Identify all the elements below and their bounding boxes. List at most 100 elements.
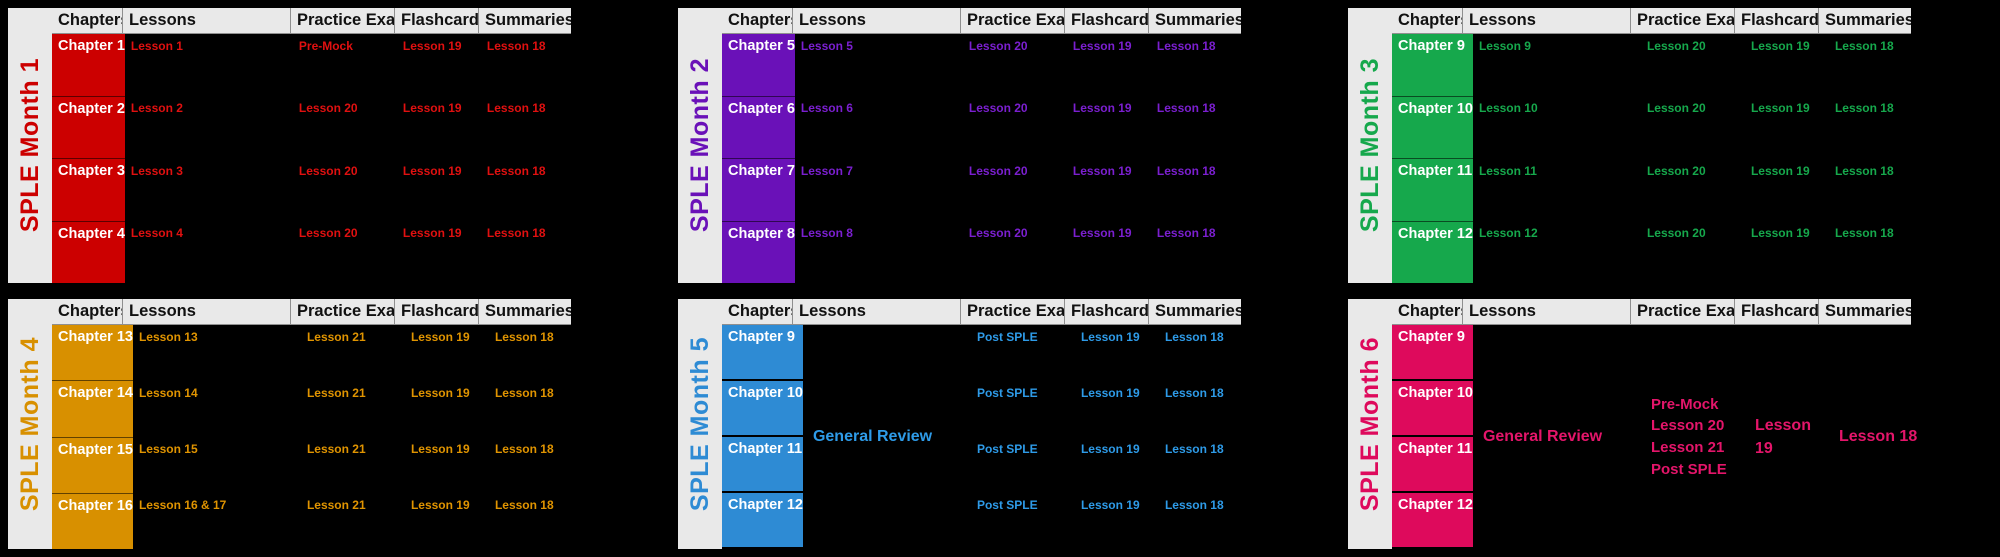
lesson-cell: Lesson 9 — [1478, 39, 1531, 53]
month-title-4: SPLE Month 4 — [15, 336, 44, 512]
lesson-cell: Lesson 16 & 17 — [138, 498, 227, 512]
chapter-cell: Chapter 11 — [1392, 159, 1473, 222]
chapter-cell: Chapter 2 — [52, 96, 125, 159]
summary-cell: Lesson 18 — [1164, 330, 1224, 344]
summary-cell: Lesson 18 — [1156, 163, 1216, 178]
month-label-strip-6: SPLE Month 6 — [1348, 299, 1392, 549]
column-header-lessons: Lessons — [1463, 299, 1631, 325]
flashcards-merged-cell: Lesson 19 — [1754, 416, 1811, 457]
practice-exam-cell: Post SPLE — [976, 386, 1038, 400]
practice-exam-cell: Lesson 20 — [968, 225, 1028, 240]
column-header-lessons: Lessons — [123, 8, 291, 34]
practice-exams-column: Lesson 21 Lesson 21 Lesson 21 Lesson 21 — [301, 325, 405, 549]
flashcard-cell: Lesson 19 — [1080, 330, 1140, 344]
practice-exam-cell: Lesson 20 — [968, 163, 1028, 178]
flashcard-cell: Lesson 19 — [1072, 225, 1132, 240]
summaries-column: Lesson 18 Lesson 18 Lesson 18 Lesson 18 — [1159, 325, 1251, 549]
chapters-column: Chapter 9 Chapter 10 Chapter 11 Chapter … — [1392, 325, 1473, 549]
flashcard-cell: Lesson 19 — [402, 225, 462, 240]
flashcard-cell: Lesson 19 — [1750, 225, 1810, 240]
lessons-column: Lesson 5 Lesson 6 Lesson 7 Lesson 8 — [795, 34, 963, 283]
flashcard-cell: Lesson 19 — [410, 498, 470, 512]
flashcards-column: Lesson 19 Lesson 19 Lesson 19 Lesson 19 — [1745, 34, 1829, 283]
chapter-cell: Chapter 6 — [722, 96, 795, 159]
summary-cell: Lesson 18 — [1156, 101, 1216, 116]
panel-month-5: SPLE Month 5 Chapters Lessons Practice E… — [670, 291, 1340, 557]
chapter-cell: Chapter 14 — [52, 381, 133, 438]
column-header-practice-exams: Practice Exams — [291, 299, 395, 325]
practice-exam-merged-item: Lesson 21 — [1650, 439, 1725, 456]
lesson-cell: Lesson 7 — [800, 163, 853, 178]
summaries-column: Lesson 18 Lesson 18 Lesson 18 Lesson 18 — [1829, 34, 1921, 283]
table-header-row: Chapters Lessons Practice Exams Flashcar… — [722, 299, 1330, 325]
chapter-cell: Chapter 4 — [52, 221, 125, 283]
table-body: Chapter 5 Chapter 6 Chapter 7 Chapter 8 … — [722, 34, 1330, 283]
flashcard-cell: Lesson 19 — [1072, 101, 1132, 116]
flashcards-column: Lesson 19 Lesson 19 Lesson 19 Lesson 19 — [405, 325, 489, 549]
practice-exam-cell: Lesson 21 — [306, 442, 366, 456]
summaries-column: Lesson 18 — [1829, 325, 1921, 549]
chapter-cell: Chapter 10 — [1392, 96, 1473, 159]
column-header-flashcards: Flashcards — [395, 8, 479, 34]
summaries-merged-cell: Lesson 18 — [1838, 428, 1918, 446]
column-header-practice-exams: Practice Exams — [961, 8, 1065, 34]
practice-exam-cell: Lesson 20 — [298, 101, 358, 116]
flashcard-cell: Lesson 19 — [1750, 39, 1810, 53]
column-header-practice-exams: Practice Exams — [291, 8, 395, 34]
chapter-cell: Chapter 12 — [1392, 221, 1473, 283]
table-body: Chapter 9 Chapter 10 Chapter 11 Chapter … — [1392, 325, 1990, 549]
table-header-row: Chapters Lessons Practice Exams Flashcar… — [1392, 8, 1990, 34]
column-header-summaries: Summaries — [479, 299, 571, 325]
summary-cell: Lesson 18 — [1156, 225, 1216, 240]
table-body: Chapter 13 Chapter 14 Chapter 15 Chapter… — [52, 325, 660, 549]
month-title-1: SPLE Month 1 — [15, 58, 44, 233]
chapters-column: Chapter 1 Chapter 2 Chapter 3 Chapter 4 — [52, 34, 125, 283]
column-header-summaries: Summaries — [479, 8, 571, 34]
flashcard-cell: Lesson 19 — [402, 101, 462, 116]
summary-cell: Lesson 18 — [486, 39, 546, 53]
table-header-row: Chapters Lessons Practice Exams Flashcar… — [722, 8, 1330, 34]
practice-exam-cell: Lesson 20 — [968, 101, 1028, 116]
column-header-chapters: Chapters — [1392, 299, 1463, 325]
flashcard-cell: Lesson 19 — [1750, 101, 1810, 116]
chapter-cell: Chapter 5 — [722, 34, 795, 97]
column-header-lessons: Lessons — [123, 299, 291, 325]
summaries-column: Lesson 18 Lesson 18 Lesson 18 Lesson 18 — [1151, 34, 1243, 283]
flashcard-cell: Lesson 19 — [1072, 163, 1132, 178]
practice-exam-cell: Lesson 20 — [1646, 101, 1706, 116]
table-header-row: Chapters Lessons Practice Exams Flashcar… — [52, 8, 660, 34]
practice-exam-cell: Lesson 20 — [298, 163, 358, 178]
lesson-cell: Lesson 11 — [1478, 163, 1537, 178]
summary-cell: Lesson 18 — [486, 101, 546, 116]
table-header-row: Chapters Lessons Practice Exams Flashcar… — [1392, 299, 1990, 325]
column-header-chapters: Chapters — [722, 299, 793, 325]
schedule-table-6: Chapters Lessons Practice Exams Flashcar… — [1392, 299, 1990, 549]
column-header-practice-exams: Practice Exams — [961, 299, 1065, 325]
summaries-column: Lesson 18 Lesson 18 Lesson 18 Lesson 18 — [481, 34, 573, 283]
column-header-lessons: Lessons — [793, 299, 961, 325]
table-body: Chapter 9 Chapter 10 Chapter 11 Chapter … — [1392, 34, 1990, 283]
practice-exam-cell: Lesson 20 — [1646, 225, 1706, 240]
table-header-row: Chapters Lessons Practice Exams Flashcar… — [52, 299, 660, 325]
column-header-chapters: Chapters — [1392, 8, 1463, 34]
schedule-table-5: Chapters Lessons Practice Exams Flashcar… — [722, 299, 1330, 549]
lesson-cell: Lesson 4 — [130, 225, 183, 240]
flashcard-cell: Lesson 19 — [1072, 39, 1132, 53]
lesson-cell: Lesson 2 — [130, 101, 183, 116]
column-header-chapters: Chapters — [722, 8, 793, 34]
lesson-cell: Lesson 3 — [130, 163, 183, 178]
summary-cell: Lesson 18 — [486, 163, 546, 178]
summary-cell: Lesson 18 — [1164, 386, 1224, 400]
month-title-6: SPLE Month 6 — [1355, 336, 1384, 512]
chapter-cell: Chapter 10 — [722, 381, 803, 437]
panel-month-2: SPLE Month 2 Chapters Lessons Practice E… — [670, 0, 1340, 291]
practice-exams-column: Lesson 20 Lesson 20 Lesson 20 Lesson 20 — [1641, 34, 1745, 283]
practice-exam-cell: Lesson 21 — [306, 386, 366, 400]
month-label-strip-5: SPLE Month 5 — [678, 299, 722, 549]
column-header-flashcards: Flashcards — [395, 299, 479, 325]
table-body: Chapter 9 Chapter 10 Chapter 11 Chapter … — [722, 325, 1330, 549]
practice-exam-cell: Post SPLE — [976, 442, 1038, 456]
lessons-column: Lesson 13 Lesson 14 Lesson 15 Lesson 16 … — [133, 325, 301, 549]
month-label-strip-2: SPLE Month 2 — [678, 8, 722, 283]
summary-cell: Lesson 18 — [1164, 442, 1224, 456]
